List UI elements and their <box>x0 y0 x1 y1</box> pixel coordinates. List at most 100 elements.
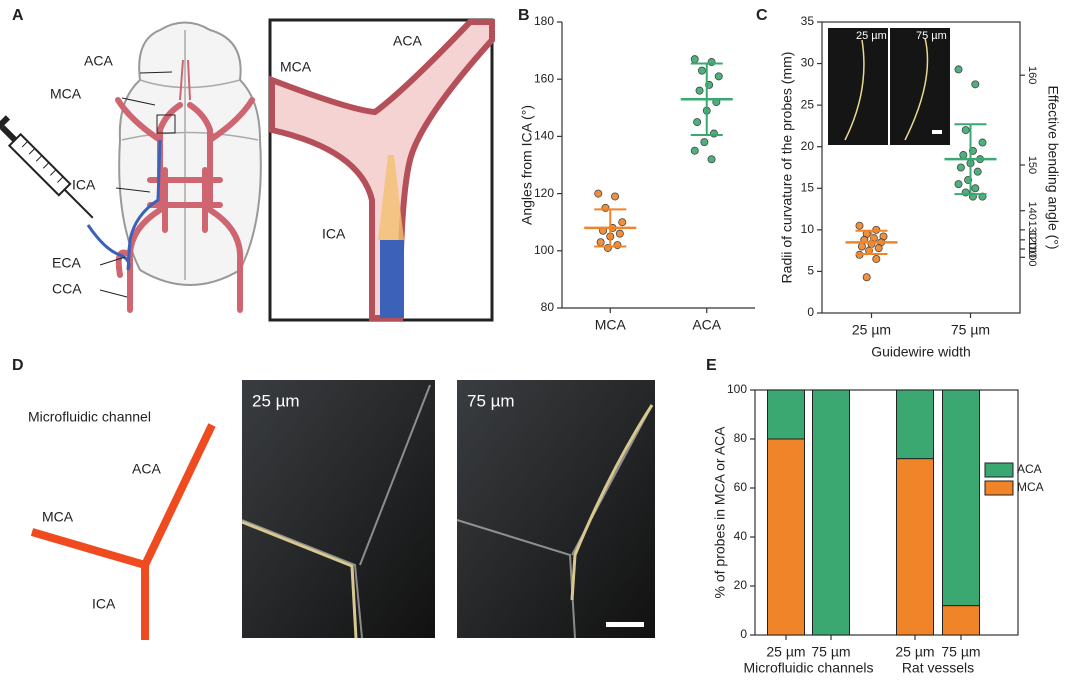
photo-label: 75 µm <box>467 391 515 410</box>
data-point <box>613 241 622 250</box>
channel-label: Microfluidic channel <box>28 409 151 425</box>
data-point <box>615 229 624 238</box>
group-label: Microfluidic channels <box>744 660 874 676</box>
y-tick-label: 10 <box>801 222 815 236</box>
y-tick-label: 0 <box>740 627 747 641</box>
vessel-label: ICA <box>322 226 346 242</box>
vessel-label: ECA <box>52 255 81 271</box>
y-tick-label: 5 <box>807 264 814 278</box>
y-axis-label: Angles from ICA (°) <box>519 105 535 225</box>
data-point <box>714 72 723 81</box>
bar-segment <box>896 389 934 460</box>
data-point <box>596 238 605 247</box>
photo-label: 25 µm <box>252 391 300 410</box>
sd-bar <box>954 123 987 196</box>
legend-label: MCA <box>1017 480 1044 494</box>
sd-bar <box>690 62 723 136</box>
bar-segment <box>942 605 980 636</box>
y-tick-label: 160 <box>534 71 554 85</box>
data-point <box>954 180 963 189</box>
vessel-label: MCA <box>280 59 312 75</box>
y-tick-label: 40 <box>734 529 748 543</box>
vessel-label: MCA <box>50 86 82 102</box>
y2-tick-label: 120 <box>1026 231 1038 249</box>
x-tick-label: 75 µm <box>941 644 980 660</box>
data-point <box>709 129 718 138</box>
y-tick-label: 30 <box>801 56 815 70</box>
inset-label: 25 µm <box>856 30 887 42</box>
panel-letter: A <box>12 7 24 24</box>
sd-bar <box>594 208 627 248</box>
panel-letter: C <box>756 7 768 24</box>
y-tick-label: 60 <box>734 480 748 494</box>
data-point <box>954 65 963 74</box>
data-point <box>973 167 982 176</box>
bar-segment <box>767 438 805 636</box>
y2-axis-label: Effective bending angle (°) <box>1045 85 1061 249</box>
data-point <box>601 203 610 212</box>
x-tick-label: 75 µm <box>951 322 990 338</box>
x-axis-label: Guidewire width <box>871 344 971 360</box>
bar-segment <box>767 389 805 440</box>
data-point <box>594 189 603 198</box>
data-point <box>971 80 980 89</box>
y-tick-label: 25 <box>801 97 815 111</box>
y2-tick-label: 110 <box>1026 240 1038 258</box>
legend-label: ACA <box>1017 462 1042 476</box>
group-label: Rat vessels <box>902 660 974 676</box>
bar-segment <box>942 389 980 607</box>
data-point <box>697 66 706 75</box>
sd-bar <box>855 229 888 255</box>
x-tick-label: 75 µm <box>811 644 850 660</box>
panel-letter: E <box>706 357 717 374</box>
legend-swatch <box>984 480 1014 496</box>
channel-diagram <box>30 423 216 640</box>
data-point <box>971 184 980 193</box>
data-point <box>695 86 704 95</box>
x-tick-label: 25 µm <box>766 644 805 660</box>
bar-segment <box>812 389 850 636</box>
data-point <box>872 254 881 263</box>
y-tick-label: 80 <box>541 300 555 314</box>
data-point <box>707 155 716 164</box>
y2-tick-label: 160 <box>1026 66 1038 84</box>
data-point <box>862 273 871 282</box>
x-tick-label: 25 µm <box>895 644 934 660</box>
channel-label: MCA <box>42 509 74 525</box>
data-point <box>700 138 709 147</box>
inset-label: 75 µm <box>916 30 947 42</box>
y-tick-label: 120 <box>534 186 554 200</box>
y-tick-label: 80 <box>734 431 748 445</box>
channel-label: ICA <box>92 596 116 612</box>
data-point <box>857 242 866 251</box>
data-point <box>874 244 883 253</box>
data-point <box>961 126 970 135</box>
vessel-label: CCA <box>52 281 82 297</box>
y2-tick-label: 130 <box>1026 221 1038 239</box>
data-point <box>855 221 864 230</box>
vessel-label: ACA <box>84 53 113 69</box>
y-tick-label: 15 <box>801 180 815 194</box>
data-point <box>959 151 968 160</box>
brain-illustration <box>0 21 262 313</box>
data-point <box>707 58 716 67</box>
x-tick-label: MCA <box>595 317 627 333</box>
probe-images <box>828 28 950 145</box>
x-tick-label: ACA <box>692 317 721 333</box>
panel-letter: D <box>12 357 24 374</box>
data-point <box>978 138 987 147</box>
channel-photos <box>241 380 655 639</box>
data-point <box>690 55 699 64</box>
bar-segment <box>896 458 934 636</box>
axis-line <box>561 22 755 309</box>
channel-label: ACA <box>132 461 161 477</box>
y2-tick-label: 150 <box>1026 156 1038 174</box>
y-tick-label: 140 <box>534 129 554 143</box>
y-tick-label: 100 <box>534 243 554 257</box>
y-tick-label: 100 <box>727 382 747 396</box>
x-tick-label: 25 µm <box>852 322 891 338</box>
plot-frame <box>754 389 1019 636</box>
y2-tick-label: 100 <box>1026 248 1038 266</box>
y-tick-label: 0 <box>807 305 814 319</box>
